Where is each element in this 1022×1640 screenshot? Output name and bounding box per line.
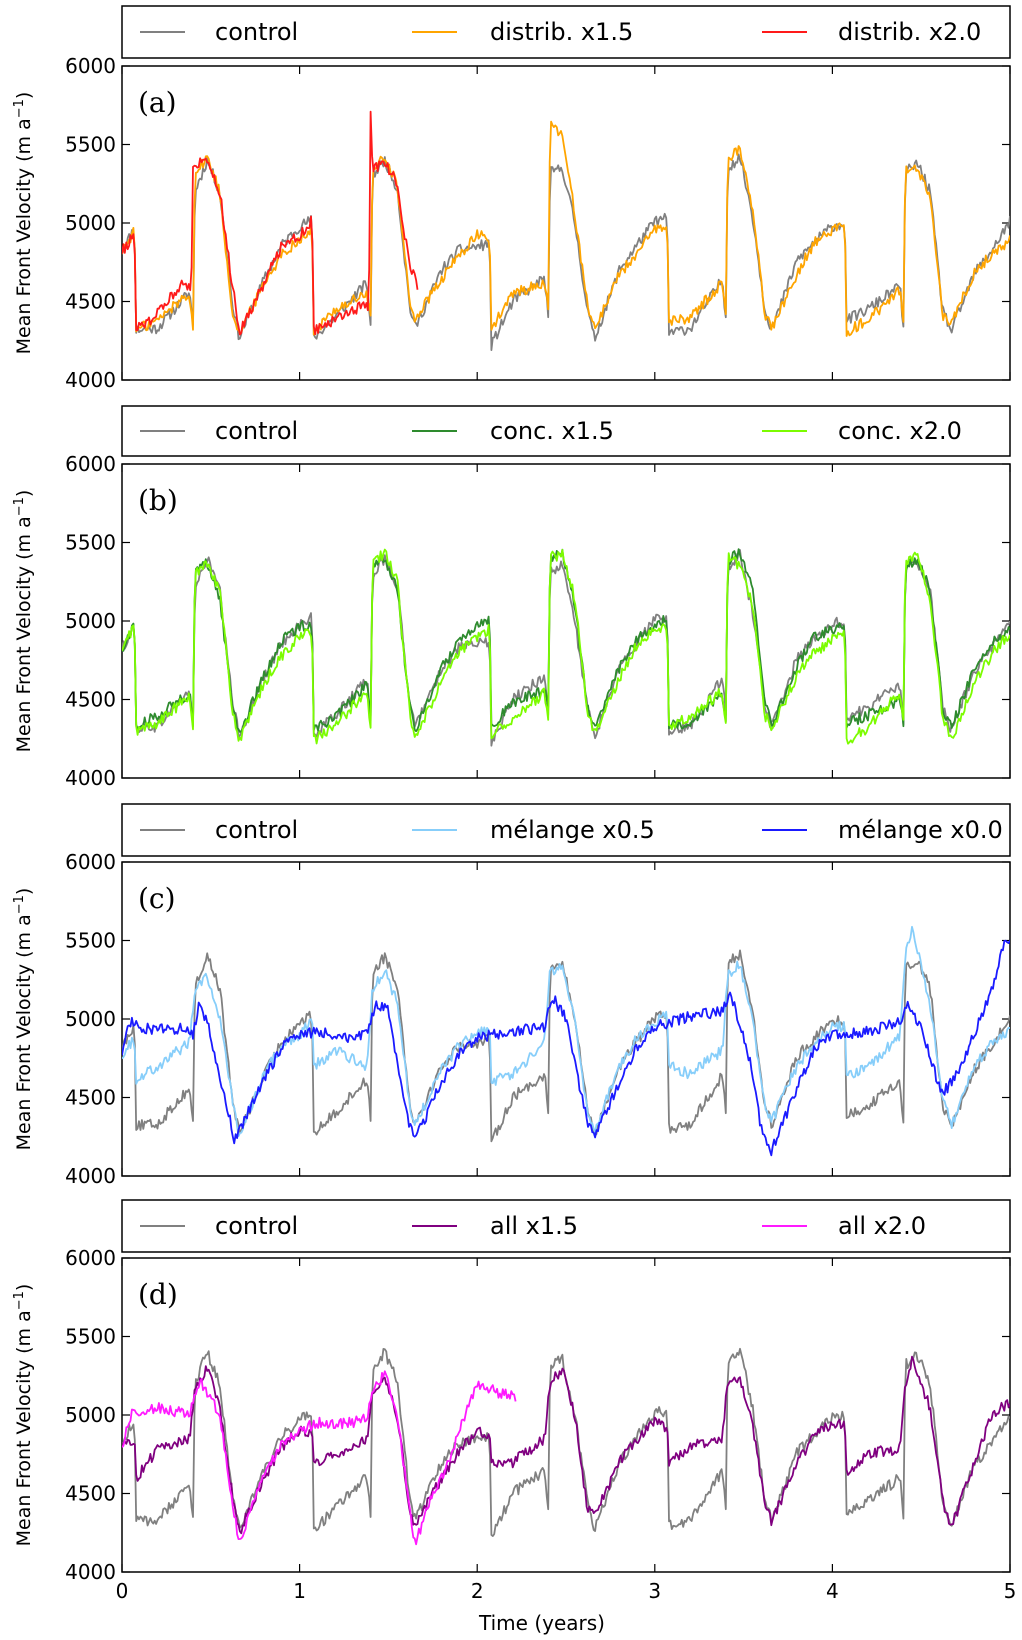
y-tick-label: 6000 (65, 452, 116, 476)
y-axis-label-close: ) (13, 92, 35, 99)
panel-c: control mélange x0.5 mélange x0.0 4000 4500 5… (12, 803, 1011, 1188)
y-axis-label: Mean Front Velocity (m a−1) (12, 92, 35, 355)
y-axis-label-superscript: −1 (12, 497, 27, 516)
legend-label-melange-x0-0: mélange x0.0 (838, 816, 1003, 844)
y-axis-label-superscript: −1 (12, 99, 27, 118)
plot-frame (121, 861, 1011, 1177)
legend-label-control: control (215, 417, 298, 445)
legend-label-all-x2-0: all x2.0 (838, 1212, 926, 1240)
x-tick-label: 4 (826, 1579, 839, 1603)
series-line-distrib-x2-0 (122, 110, 419, 336)
legend: control mélange x0.5 mélange x0.0 (121, 803, 1011, 857)
legend-label-distrib-x1-5: distrib. x1.5 (490, 18, 633, 46)
legend-label-control: control (215, 18, 298, 46)
legend: control distrib. x1.5 distrib. x2.0 (121, 5, 1011, 59)
y-tick-label: 4500 (65, 290, 116, 314)
panel-a: control distrib. x1.5 distrib. x2.0 4000 450… (12, 5, 1011, 392)
y-axis-label: Mean Front Velocity (m a−1) (12, 1284, 35, 1547)
y-axis-label: Mean Front Velocity (m a−1) (12, 490, 35, 753)
x-tick-label: 5 (1004, 1579, 1017, 1603)
y-axis-label-superscript: −1 (12, 1291, 27, 1310)
y-tick-label: 5500 (65, 929, 116, 953)
legend-box (121, 1199, 1011, 1253)
series-lines (122, 1347, 1010, 1546)
plot-frame (121, 463, 1011, 779)
legend-label-distrib-x2-0: distrib. x2.0 (838, 18, 981, 46)
legend-box (121, 5, 1011, 59)
y-tick-label: 5500 (65, 531, 116, 555)
y-tick-label: 5500 (65, 133, 116, 157)
legend-label-conc-x2-0: conc. x2.0 (838, 417, 962, 445)
series-line-conc-x1-5 (122, 548, 1010, 733)
y-tick-label: 5500 (65, 1325, 116, 1349)
legend-label-all-x1-5: all x1.5 (490, 1212, 578, 1240)
axes: 4000 4500 5000 5500 6000 (65, 54, 1011, 392)
series-line-control (122, 153, 1010, 351)
axes: 4000 4500 5000 5500 6000 (65, 452, 1011, 790)
y-axis-label-close: ) (13, 490, 35, 497)
series-lines (122, 548, 1010, 747)
y-tick-label: 5000 (65, 1007, 116, 1031)
y-tick-label: 6000 (65, 1246, 116, 1270)
axes: 4000 4500 5000 5500 6000 (65, 850, 1011, 1188)
x-axis-label: Time (years) (478, 1611, 605, 1635)
y-tick-label: 4000 (65, 766, 116, 790)
y-tick-label: 4000 (65, 1560, 116, 1584)
y-tick-label: 6000 (65, 54, 116, 78)
legend: control conc. x1.5 conc. x2.0 (121, 405, 1011, 457)
series-line-melange-x0-0 (122, 939, 1010, 1157)
panel-label: (a) (138, 86, 177, 119)
legend: control all x1.5 all x2.0 (121, 1199, 1011, 1253)
series-line-all-x1-5 (122, 1355, 1010, 1535)
panel-d: control all x1.5 all x2.0 4000 4500 5000 5500 6… (12, 1199, 1011, 1584)
legend-box (121, 405, 1011, 457)
x-tick-label: 3 (648, 1579, 661, 1603)
series-lines (122, 110, 1010, 351)
y-axis-label-text: Mean Front Velocity (m a (13, 516, 35, 752)
series-line-melange-x0-5 (122, 925, 1010, 1137)
y-tick-label: 5000 (65, 609, 116, 633)
x-tick-label: 1 (293, 1579, 306, 1603)
y-tick-label: 5000 (65, 1403, 116, 1427)
y-tick-label: 5000 (65, 211, 116, 235)
series-lines (122, 925, 1010, 1157)
x-tick-label: 0 (116, 1579, 129, 1603)
y-tick-label: 4500 (65, 1086, 116, 1110)
panels: control distrib. x1.5 distrib. x2.0 4000 450… (12, 5, 1011, 1584)
y-tick-label: 4000 (65, 1164, 116, 1188)
x-axis-tick-labels: 0 1 2 3 4 5 (116, 1579, 1017, 1603)
legend-label-melange-x0-5: mélange x0.5 (490, 816, 655, 844)
legend-label-conc-x1-5: conc. x1.5 (490, 417, 614, 445)
y-axis-label-close: ) (13, 888, 35, 895)
series-line-all-x2-0 (122, 1370, 517, 1546)
panel-label: (d) (138, 1278, 178, 1311)
y-tick-label: 4000 (65, 368, 116, 392)
panel-b: control conc. x1.5 conc. x2.0 4000 4500 5000 5… (12, 405, 1011, 790)
y-tick-label: 6000 (65, 850, 116, 874)
series-line-distrib-x1-5 (122, 120, 1010, 337)
plot-frame (121, 65, 1011, 381)
y-axis-label-superscript: −1 (12, 895, 27, 914)
plot-frame (121, 1257, 1011, 1573)
y-axis-label-text: Mean Front Velocity (m a (13, 914, 35, 1150)
panel-label: (b) (138, 484, 178, 517)
y-axis-label: Mean Front Velocity (m a−1) (12, 888, 35, 1151)
x-tick-label: 2 (471, 1579, 484, 1603)
series-line-conc-x2-0 (122, 548, 1010, 745)
y-tick-label: 4500 (65, 1482, 116, 1506)
legend-label-control: control (215, 1212, 298, 1240)
y-axis-label-text: Mean Front Velocity (m a (13, 118, 35, 354)
y-axis-label-text: Mean Front Velocity (m a (13, 1310, 35, 1546)
y-axis-label-close: ) (13, 1284, 35, 1291)
legend-box (121, 803, 1011, 857)
y-tick-label: 4500 (65, 688, 116, 712)
axes: 4000 4500 5000 5500 6000 (65, 1246, 1011, 1584)
legend-label-control: control (215, 816, 298, 844)
panel-label: (c) (138, 882, 176, 915)
